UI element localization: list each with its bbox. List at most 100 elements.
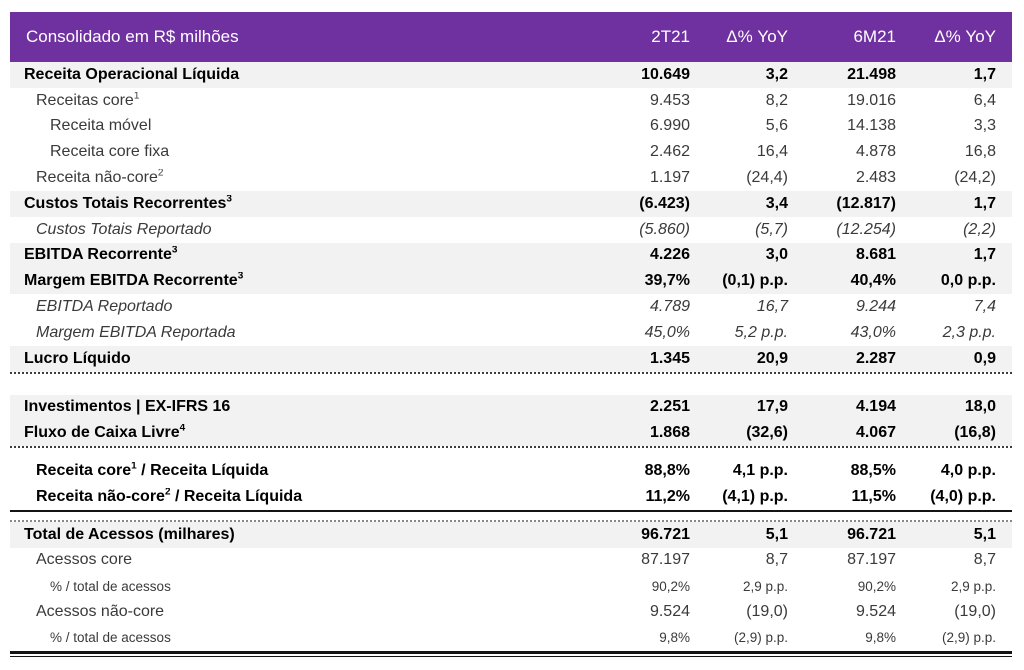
table-row: Acessos core 87.197 8,7 87.197 8,7 bbox=[10, 548, 1012, 574]
table-title: Consolidado em R$ milhões bbox=[26, 27, 239, 46]
cell-value: 7,4 bbox=[973, 298, 996, 316]
cell-value: 16,7 bbox=[756, 298, 788, 316]
cell-value: (2,2) bbox=[963, 220, 996, 238]
cell-value: 9.453 bbox=[649, 91, 690, 109]
cell-value: (16,8) bbox=[954, 424, 996, 442]
cell-value: 2.251 bbox=[649, 398, 690, 416]
section-divider bbox=[10, 446, 1012, 458]
cell-value: 2,3 p.p. bbox=[942, 323, 996, 341]
cell-value: (4,1) p.p. bbox=[722, 487, 788, 505]
table-row: Receitas core1 9.453 8,2 19.016 6,4 bbox=[10, 88, 1012, 114]
table-header-row: Consolidado em R$ milhões 2T21 Δ% YoY 6M… bbox=[10, 12, 1012, 62]
row-label: Fluxo de Caixa Livre4 bbox=[24, 424, 186, 442]
column-header-2t21: 2T21 bbox=[651, 27, 690, 46]
cell-value: 11,2% bbox=[645, 487, 690, 505]
row-label: Acessos core bbox=[36, 551, 133, 569]
cell-value: (2,9) p.p. bbox=[733, 630, 788, 646]
table-row: Margem EBITDA Reportada 45,0% 5,2 p.p. 43,0… bbox=[10, 320, 1012, 346]
cell-value: 2.287 bbox=[855, 349, 896, 367]
row-label: EBITDA Recorrente3 bbox=[24, 246, 178, 264]
table-row: % / total de acessos 9,8% (2,9) p.p. 9,8% (2… bbox=[10, 625, 1012, 651]
cell-value: 39,7% bbox=[644, 272, 690, 290]
table-row: Custos Totais Reportado (5.860) (5,7) (12.2… bbox=[10, 217, 1012, 243]
cell-value: 2.483 bbox=[855, 169, 896, 187]
row-label: Lucro Líquido bbox=[24, 349, 131, 367]
row-label: Receita não-core2 / Receita Líquida bbox=[36, 487, 303, 505]
cell-value: 14.138 bbox=[847, 117, 896, 135]
cell-value: 5,1 bbox=[765, 525, 788, 543]
cell-value: 9.524 bbox=[649, 603, 690, 621]
footnote-marker: 2 bbox=[164, 487, 171, 498]
cell-value: 17,9 bbox=[756, 398, 788, 416]
cell-value: 11,5% bbox=[851, 487, 896, 505]
cell-value: 43,0% bbox=[850, 323, 896, 341]
cell-value: 0,9 bbox=[973, 349, 996, 367]
cell-value: 5,6 bbox=[765, 117, 788, 135]
cell-value: 8,2 bbox=[765, 91, 788, 109]
cell-value: 9,8% bbox=[865, 630, 896, 646]
cell-value: (12.817) bbox=[836, 194, 896, 212]
cell-value: 4.226 bbox=[649, 246, 690, 264]
table-row: Receita core1 / Receita Líquida 88,8% 4,1 … bbox=[10, 458, 1012, 484]
cell-value: 4.878 bbox=[855, 143, 896, 161]
cell-value: 5,1 bbox=[973, 525, 996, 543]
cell-value: (32,6) bbox=[746, 424, 788, 442]
table-row: Receita móvel 6.990 5,6 14.138 3,3 bbox=[10, 114, 1012, 140]
cell-value: 16,8 bbox=[964, 143, 996, 161]
cell-value: (0,1) p.p. bbox=[722, 272, 788, 290]
table-row: Receita não-core2 1.197 (24,4) 2.483 (24,2) bbox=[10, 165, 1012, 191]
cell-value: 87.197 bbox=[847, 551, 896, 569]
table-row: EBITDA Reportado 4.789 16,7 9.244 7,4 bbox=[10, 294, 1012, 320]
cell-value: 96.721 bbox=[641, 525, 690, 543]
cell-value: 19.016 bbox=[847, 91, 896, 109]
row-label: Receitas core1 bbox=[36, 91, 140, 109]
table-row: Receita não-core2 / Receita Líquida 11,2%… bbox=[10, 484, 1012, 510]
financial-results-table: Consolidado em R$ milhões 2T21 Δ% YoY 6M… bbox=[10, 12, 1012, 657]
row-label: Acessos não-core bbox=[36, 603, 165, 621]
row-label: EBITDA Reportado bbox=[36, 298, 173, 316]
cell-value: 8.681 bbox=[855, 246, 896, 264]
row-label: Receita não-core2 bbox=[36, 169, 164, 187]
footnote-marker: 3 bbox=[171, 246, 178, 257]
cell-value: (19,0) bbox=[746, 603, 788, 621]
cell-value: 1.345 bbox=[649, 349, 690, 367]
cell-value: 6,4 bbox=[973, 91, 996, 109]
column-header-6m21: 6M21 bbox=[853, 27, 896, 46]
row-label: Total de Acessos (milhares) bbox=[24, 525, 235, 543]
footnote-marker: 4 bbox=[179, 424, 186, 434]
cell-value: 3,0 bbox=[765, 246, 788, 264]
cell-value: 2,9 p.p. bbox=[950, 578, 996, 594]
cell-value: 3,2 bbox=[765, 65, 788, 83]
row-label: Margem EBITDA Reportada bbox=[36, 323, 236, 341]
cell-value: (6.423) bbox=[639, 194, 690, 212]
cell-value: 18,0 bbox=[964, 398, 996, 416]
cell-value: (5.860) bbox=[639, 220, 690, 238]
cell-value: 1.197 bbox=[649, 169, 690, 187]
row-label: % / total de acessos bbox=[50, 630, 171, 646]
cell-value: 1.868 bbox=[649, 424, 690, 442]
cell-value: 87.197 bbox=[641, 551, 690, 569]
cell-value: 9.244 bbox=[855, 298, 896, 316]
table-row: Acessos não-core 9.524 (19,0) 9.524 (19,0) bbox=[10, 599, 1012, 625]
table-row: Fluxo de Caixa Livre4 1.868 (32,6) 4.067 (16… bbox=[10, 420, 1012, 447]
cell-value: (5,7) bbox=[755, 220, 788, 238]
row-label: % / total de acessos bbox=[50, 578, 171, 594]
cell-value: 20,9 bbox=[756, 349, 788, 367]
cell-value: 16,4 bbox=[756, 143, 788, 161]
section-divider bbox=[10, 650, 1012, 657]
table-row: % / total de acessos 90,2% 2,9 p.p. 90,2% 2,… bbox=[10, 573, 1012, 599]
cell-value: 1,7 bbox=[973, 194, 996, 212]
cell-value: (2,9) p.p. bbox=[941, 630, 996, 646]
cell-value: 40,4% bbox=[850, 272, 896, 290]
cell-value: 96.721 bbox=[847, 525, 896, 543]
cell-value: 1,7 bbox=[973, 65, 996, 83]
cell-value: 4.789 bbox=[649, 298, 690, 316]
table-row: Total de Acessos (milhares) 96.721 5,1 96.7… bbox=[10, 521, 1012, 548]
cell-value: 3,3 bbox=[973, 117, 996, 135]
table-row: Investimentos | EX-IFRS 16 2.251 17,9 4.194… bbox=[10, 394, 1012, 421]
cell-value: 88,8% bbox=[644, 462, 690, 480]
cell-value: 6.990 bbox=[649, 117, 690, 135]
column-header-yoy-q: Δ% YoY bbox=[726, 27, 788, 46]
cell-value: 10.649 bbox=[641, 65, 690, 83]
row-label: Receita core1 / Receita Líquida bbox=[36, 462, 269, 480]
